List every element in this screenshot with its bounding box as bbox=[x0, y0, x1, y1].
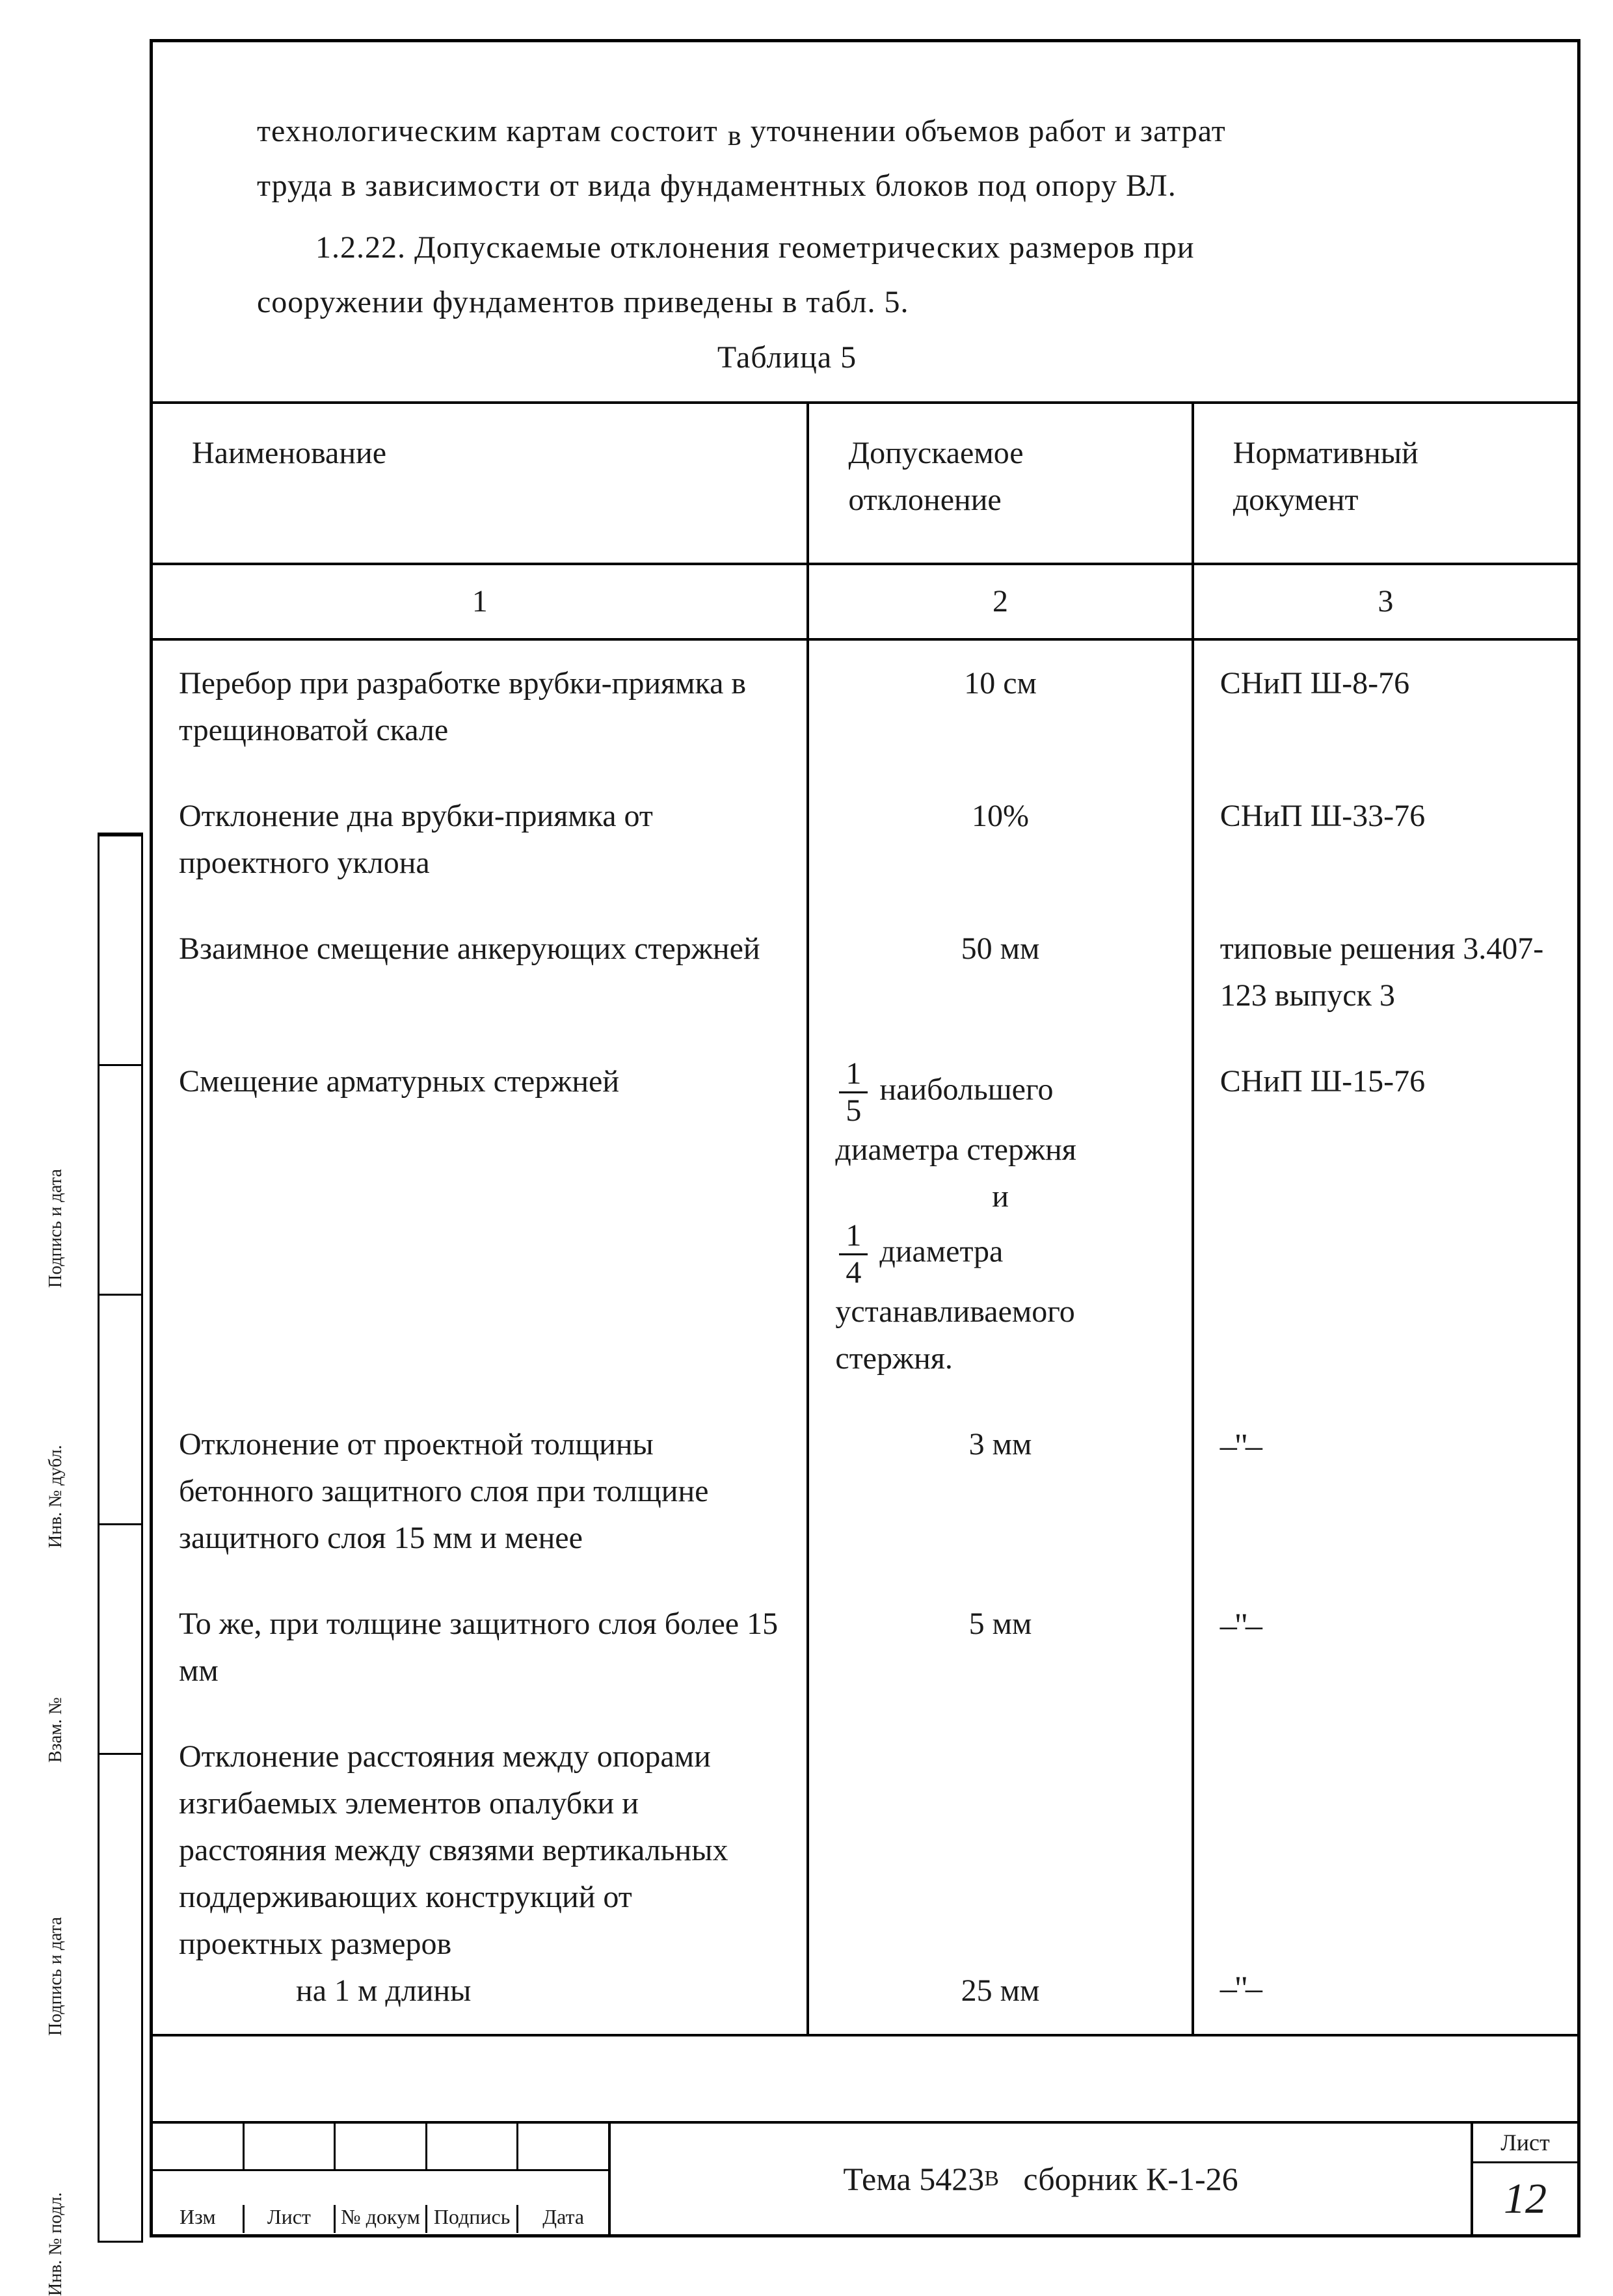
intro-text: технологическим картам состоит bbox=[257, 114, 718, 148]
binding-label: Подпись и дата bbox=[46, 1169, 66, 1288]
table-row: Отклонение расстояния между опорами изги… bbox=[153, 1714, 1577, 2035]
intro-block: технологическим картам состоит в уточнен… bbox=[153, 42, 1577, 382]
binding-margin: Инв. № подл. Подпись и дата Взам. № Инв.… bbox=[26, 182, 143, 2243]
table-caption: Таблица 5 bbox=[257, 334, 1512, 382]
cell-deviation: 5 мм bbox=[808, 1581, 1192, 1714]
cell-name: Отклонение дна врубки-приямка от проектн… bbox=[153, 773, 808, 906]
title-block: Изм Лист № докум Подпись Дата Тема 5423 … bbox=[153, 2121, 1577, 2234]
cell-name: Взаимное смещение анкерующих стержней bbox=[153, 906, 808, 1039]
table-header: Наименование bbox=[153, 403, 808, 564]
page-frame: технологическим картам состоит в уточнен… bbox=[150, 39, 1580, 2237]
revision-stub: Изм Лист № докум Подпись Дата bbox=[153, 2124, 611, 2234]
cell-deviation: 25 мм bbox=[808, 1714, 1192, 2035]
sheet-number: 12 bbox=[1473, 2163, 1577, 2234]
table-row: Отклонение дна врубки-приямка от проектн… bbox=[153, 773, 1577, 906]
stub-label: Подпись bbox=[427, 2205, 519, 2233]
tolerance-table: Наименование Допускаемое отклонение Норм… bbox=[153, 401, 1577, 2036]
cell-name: Перебор при разработке врубки-приямка в … bbox=[153, 639, 808, 773]
binding-label: Инв. № подл. bbox=[46, 2192, 66, 2296]
table-header: Допускаемое отклонение bbox=[808, 403, 1192, 564]
table-row: Смещение арматурных стержней 1 5 наиболь… bbox=[153, 1039, 1577, 1402]
table-colnum: 3 bbox=[1193, 564, 1577, 639]
stub-label: Лист bbox=[245, 2205, 336, 2233]
intro-text: труда в зависимости от вида фундаментных… bbox=[257, 162, 1512, 210]
cell-deviation: 1 5 наибольшего диаметра стержня и 1 4 д… bbox=[808, 1039, 1192, 1402]
stub-label: № докум bbox=[336, 2205, 427, 2233]
binding-label: Взам. № bbox=[46, 1697, 66, 1763]
table-row: Отклонение от проектной толщины бетонног… bbox=[153, 1402, 1577, 1581]
cell-ref: –"– bbox=[1193, 1402, 1577, 1581]
intro-text: уточнении объемов работ и затрат bbox=[751, 114, 1226, 148]
table-colnum: 2 bbox=[808, 564, 1192, 639]
handwritten-insert: в bbox=[728, 114, 742, 158]
table-header: Нормативный документ bbox=[1193, 403, 1577, 564]
cell-ref: СНиП Ш-8-76 bbox=[1193, 639, 1577, 773]
cell-ref: СНиП Ш-15-76 bbox=[1193, 1039, 1577, 1402]
table-row: Взаимное смещение анкерующих стержней 50… bbox=[153, 906, 1577, 1039]
stub-label: Изм bbox=[153, 2205, 245, 2233]
stub-label: Дата bbox=[518, 2205, 608, 2233]
cell-name: То же, при толщине защитного слоя более … bbox=[153, 1581, 808, 1714]
fraction-icon: 1 5 bbox=[839, 1058, 868, 1127]
cell-deviation: 10 см bbox=[808, 639, 1192, 773]
cell-name: Смещение арматурных стержней bbox=[153, 1039, 808, 1402]
cell-deviation: 10% bbox=[808, 773, 1192, 906]
intro-text: сооружении фундаментов приведены в табл.… bbox=[257, 278, 1512, 327]
cell-ref: –"– bbox=[1193, 1581, 1577, 1714]
cell-deviation: 50 мм bbox=[808, 906, 1192, 1039]
cell-ref: типовые решения 3.407-123 выпуск 3 bbox=[1193, 906, 1577, 1039]
sheet-label: Лист bbox=[1473, 2124, 1577, 2163]
binding-label: Инв. № дубл. bbox=[46, 1445, 66, 1548]
intro-text: 1.2.22. Допускаемые отклонения геометрич… bbox=[315, 230, 1195, 265]
doc-title: Тема 5423 В сборник К-1-26 bbox=[611, 2124, 1471, 2234]
table-row: Перебор при разработке врубки-приямка в … bbox=[153, 639, 1577, 773]
table-row: То же, при толщине защитного слоя более … bbox=[153, 1581, 1577, 1714]
cell-ref: –"– bbox=[1193, 1714, 1577, 2035]
cell-deviation: 3 мм bbox=[808, 1402, 1192, 1581]
table-colnum: 1 bbox=[153, 564, 808, 639]
sheet-number-box: Лист 12 bbox=[1471, 2124, 1577, 2234]
cell-name: Отклонение от проектной толщины бетонног… bbox=[153, 1402, 808, 1581]
cell-ref: СНиП Ш-33-76 bbox=[1193, 773, 1577, 906]
binding-label: Подпись и дата bbox=[46, 1917, 66, 2036]
fraction-icon: 1 4 bbox=[839, 1220, 868, 1288]
cell-name: Отклонение расстояния между опорами изги… bbox=[153, 1714, 808, 2035]
